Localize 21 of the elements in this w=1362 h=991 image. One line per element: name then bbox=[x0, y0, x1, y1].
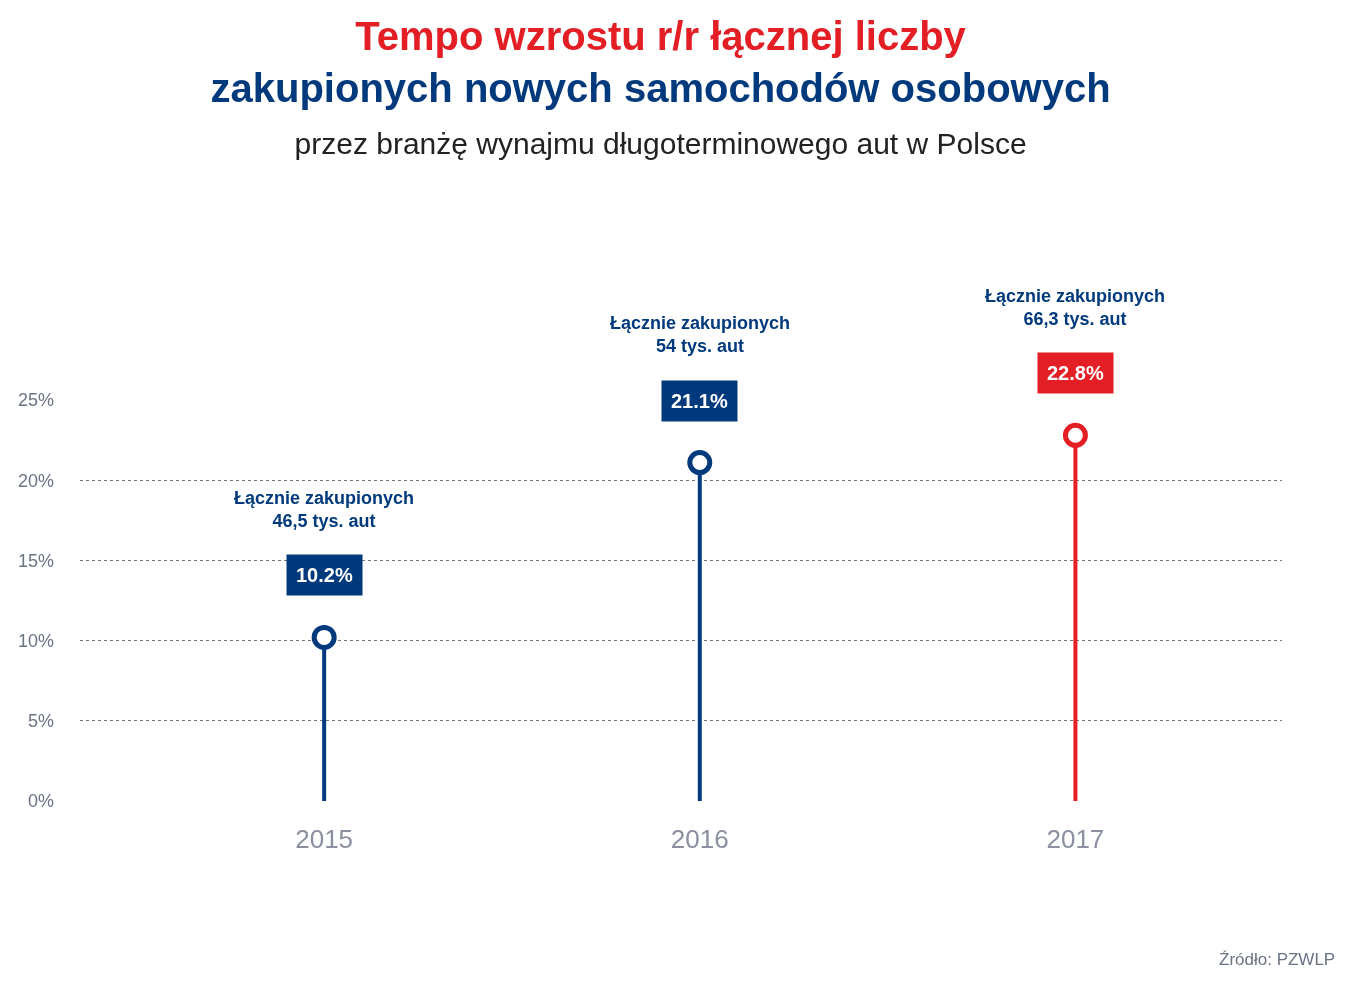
y-tick-label: 15% bbox=[17, 550, 54, 571]
data-label: 21.1% bbox=[671, 390, 728, 412]
text: Źródło: PZWLP bbox=[1219, 950, 1336, 969]
y-tick-label: 25% bbox=[17, 390, 54, 411]
y-tick-label: 20% bbox=[17, 470, 54, 491]
x-tick-label: 2015 bbox=[295, 824, 354, 854]
chart-subtitle: przez branżę wynajmu długoterminowego aut w Polsce bbox=[294, 126, 1027, 160]
data-label: 10.2% bbox=[296, 564, 353, 586]
data-label: 22.8% bbox=[1047, 362, 1104, 384]
point bbox=[687, 450, 713, 476]
x-tick-label: 2017 bbox=[1046, 824, 1105, 854]
y-tick-label: 0% bbox=[27, 791, 54, 812]
point bbox=[311, 624, 337, 650]
text: Łącznie zakupionych 66,3 tys. aut bbox=[985, 286, 1166, 330]
y-tick-label: 5% bbox=[27, 711, 54, 732]
point bbox=[1062, 422, 1088, 448]
chart-title: Tempo wzrostu r/r łącznej liczby zakupionych nowych samochodów osobowych bbox=[210, 13, 1111, 110]
annotation: Łącznie zakupionych 46,5 tys. aut bbox=[234, 488, 415, 532]
x-tick-label: 2016 bbox=[670, 824, 729, 854]
text: Łącznie zakupionych 54 tys. aut bbox=[610, 313, 791, 357]
y-tick-label: 10% bbox=[17, 630, 54, 651]
